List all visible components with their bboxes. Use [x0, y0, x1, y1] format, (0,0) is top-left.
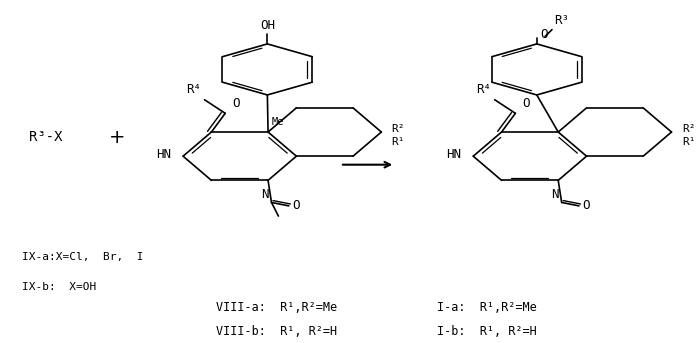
Text: R⁴: R⁴: [476, 83, 491, 96]
Text: N: N: [261, 188, 268, 201]
Text: R³-X: R³-X: [29, 130, 62, 144]
Text: R²: R²: [391, 123, 405, 134]
Text: HN: HN: [446, 148, 461, 161]
Text: I-b:  R¹, R²=H: I-b: R¹, R²=H: [437, 325, 536, 338]
Text: VIII-a:  R¹,R²=Me: VIII-a: R¹,R²=Me: [215, 301, 337, 314]
Text: I-a:  R¹,R²=Me: I-a: R¹,R²=Me: [437, 301, 536, 314]
Text: R³: R³: [554, 14, 569, 27]
Text: O: O: [582, 199, 590, 212]
Text: R¹: R¹: [391, 137, 405, 147]
Text: OH: OH: [260, 19, 275, 32]
Text: IX-a:X=Cl,  Br,  I: IX-a:X=Cl, Br, I: [22, 251, 143, 262]
Text: N: N: [551, 188, 559, 201]
Text: O: O: [522, 97, 530, 110]
Text: O: O: [292, 199, 300, 212]
Text: R²: R²: [682, 123, 696, 134]
Text: Me: Me: [271, 117, 284, 127]
Text: R⁴: R⁴: [186, 83, 201, 96]
Text: IX-b:  X=OH: IX-b: X=OH: [22, 282, 96, 292]
Text: HN: HN: [156, 148, 171, 161]
Text: +: +: [108, 128, 125, 147]
Text: VIII-b:  R¹, R²=H: VIII-b: R¹, R²=H: [215, 325, 337, 338]
Text: O: O: [232, 97, 240, 110]
Text: R¹: R¹: [682, 137, 696, 147]
Text: O: O: [540, 27, 548, 40]
